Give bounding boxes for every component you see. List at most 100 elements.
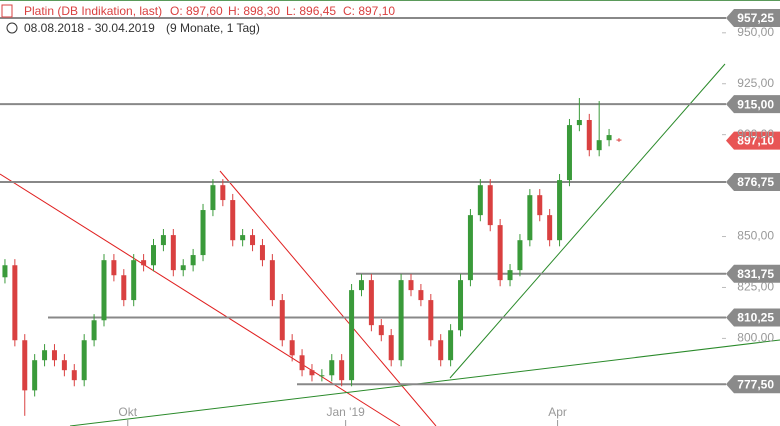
y-tick-label: 900,00 bbox=[737, 127, 774, 141]
candle-body bbox=[448, 330, 454, 361]
candle-body bbox=[121, 275, 127, 301]
clock-icon bbox=[6, 22, 18, 34]
candle-body bbox=[131, 260, 137, 301]
axis: 800,00 825,00 850,00 900,00 925,00 950,00 Okt J… bbox=[118, 25, 774, 426]
candle-body bbox=[259, 245, 265, 261]
candle-body bbox=[210, 185, 216, 211]
y-tick-label: 800,00 bbox=[737, 331, 774, 345]
candle-body bbox=[458, 280, 464, 331]
level-label: 831,75 bbox=[737, 267, 774, 281]
candle-body bbox=[101, 260, 107, 321]
candle-body bbox=[349, 290, 355, 381]
ohlc-close: C: 897,10 bbox=[343, 4, 395, 18]
candle-body bbox=[378, 325, 384, 336]
trendlines bbox=[0, 63, 780, 426]
candle-body bbox=[576, 119, 582, 126]
candle-body bbox=[527, 195, 533, 241]
candle-body bbox=[487, 185, 493, 226]
last-price-label: 897,10 bbox=[737, 134, 774, 148]
candle-body bbox=[477, 185, 483, 216]
candle-body bbox=[61, 360, 67, 371]
candle-body bbox=[537, 195, 543, 216]
candle-body bbox=[299, 355, 305, 371]
candle-body bbox=[358, 280, 364, 291]
level-label: 777,50 bbox=[737, 377, 774, 391]
y-tick-label: 850,00 bbox=[737, 229, 774, 243]
candle-body bbox=[180, 265, 186, 271]
levels: 957,25 915,00 876,75 831,75 810,25 777,50 897,… bbox=[0, 9, 780, 394]
candle-body bbox=[596, 140, 602, 151]
candle-body bbox=[438, 340, 444, 361]
subtitle: 08.08.2018 - 30.04.2019 bbox=[24, 21, 155, 35]
candle-body bbox=[368, 280, 374, 326]
candle-body bbox=[586, 119, 592, 151]
level-box bbox=[726, 264, 780, 283]
candle-body bbox=[497, 225, 503, 281]
level-label: 876,75 bbox=[737, 175, 774, 189]
candle-body bbox=[220, 185, 226, 201]
x-tick-label: Apr bbox=[548, 405, 567, 419]
trendline bbox=[0, 173, 401, 426]
x-tick-label: Okt bbox=[118, 405, 137, 419]
candle-body bbox=[269, 260, 275, 301]
candle-body bbox=[141, 260, 147, 266]
y-tick-label: 950,00 bbox=[737, 25, 774, 39]
candle-body bbox=[71, 370, 77, 381]
last-price-box bbox=[726, 131, 780, 150]
candle-body bbox=[388, 335, 394, 361]
candle-body bbox=[51, 350, 57, 361]
candle-body bbox=[81, 340, 87, 381]
candle-body bbox=[309, 370, 315, 376]
candle-body bbox=[240, 235, 246, 241]
candle-body bbox=[42, 350, 48, 361]
level-box bbox=[726, 308, 780, 327]
level-box bbox=[726, 95, 780, 114]
candle-body bbox=[111, 260, 117, 276]
ohlc-high: H: 898,30 bbox=[228, 4, 280, 18]
candle-body bbox=[12, 265, 18, 341]
level-label: 915,00 bbox=[737, 97, 774, 111]
candle-body bbox=[517, 240, 523, 271]
candle-body bbox=[339, 360, 345, 381]
level-box bbox=[726, 375, 780, 394]
candle-body bbox=[547, 215, 553, 241]
candle-body bbox=[398, 280, 404, 361]
candle-body bbox=[319, 375, 325, 377]
chart-title: Platin (DB Indikation, last) bbox=[24, 4, 162, 18]
level-label: 810,25 bbox=[737, 311, 774, 325]
candle-body bbox=[329, 360, 335, 376]
level-label: 957,25 bbox=[737, 11, 774, 25]
x-tick-label: Jan '19 bbox=[326, 405, 365, 419]
candles bbox=[2, 97, 622, 416]
candle-body bbox=[91, 320, 97, 341]
candle-body bbox=[230, 200, 236, 241]
candle-body bbox=[170, 235, 176, 271]
level-box bbox=[726, 9, 780, 28]
icon bbox=[1, 4, 13, 18]
candle-body bbox=[616, 139, 622, 141]
candle-body bbox=[566, 125, 572, 181]
y-tick-label: 925,00 bbox=[737, 76, 774, 90]
candle-body bbox=[606, 135, 612, 141]
ohlc-open: O: 897,60 bbox=[170, 4, 223, 18]
candle-body bbox=[467, 215, 473, 281]
ohlc-low: L: 896,45 bbox=[286, 4, 336, 18]
level-box bbox=[726, 173, 780, 192]
candle-body bbox=[507, 270, 513, 281]
candle-body bbox=[428, 300, 434, 341]
candle-body bbox=[200, 210, 206, 256]
candle-body bbox=[250, 235, 256, 246]
candle-body bbox=[160, 235, 166, 246]
period: (9 Monate, 1 Tag) bbox=[166, 21, 260, 35]
candle-body bbox=[279, 300, 285, 341]
candle-body bbox=[22, 340, 28, 391]
candle-body bbox=[557, 180, 563, 241]
candle-body bbox=[190, 255, 196, 266]
y-tick-label: 825,00 bbox=[737, 280, 774, 294]
trendline bbox=[69, 339, 780, 426]
trendline bbox=[449, 63, 726, 379]
candle-body bbox=[151, 245, 157, 266]
candle-body bbox=[408, 280, 414, 291]
candle-body bbox=[418, 290, 424, 301]
